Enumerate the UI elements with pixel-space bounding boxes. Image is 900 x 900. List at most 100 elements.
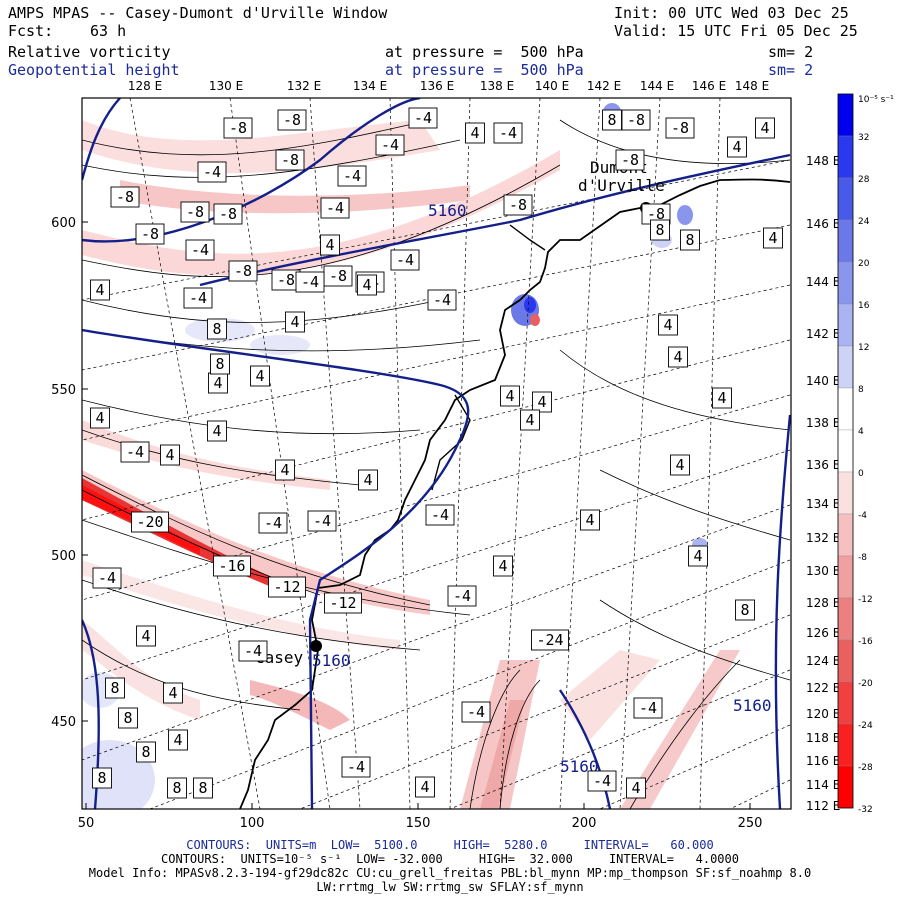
colorbar-label: -8 bbox=[858, 553, 867, 563]
label-text: 8 bbox=[655, 221, 664, 239]
label-text: 8 bbox=[172, 779, 181, 797]
vorticity-contour-label: 8 bbox=[118, 707, 138, 729]
label-text: 4 bbox=[631, 779, 640, 797]
colorbar-label: 4 bbox=[858, 427, 864, 437]
label-text: 8 bbox=[110, 679, 119, 697]
label-box bbox=[238, 640, 268, 662]
vorticity-contour-label: -8 bbox=[135, 223, 165, 245]
label-text: -8 bbox=[647, 205, 665, 223]
label-box bbox=[90, 279, 110, 301]
label-box bbox=[668, 346, 688, 368]
label-text: -16 bbox=[218, 557, 245, 575]
vorticity-contour-label: 4 bbox=[658, 314, 678, 336]
label-box bbox=[626, 777, 646, 799]
label-box bbox=[118, 707, 138, 729]
vorticity-contour-label: -4 bbox=[425, 504, 455, 526]
label-box bbox=[258, 512, 288, 534]
colorbar-unit: 10⁻⁵ s⁻¹ bbox=[858, 95, 894, 105]
label-box bbox=[493, 555, 513, 577]
vorticity-contour-label: -8 bbox=[621, 109, 651, 131]
label-text: 4 bbox=[212, 422, 221, 440]
label-box bbox=[213, 203, 243, 225]
label-box bbox=[727, 136, 747, 158]
label-box bbox=[665, 117, 695, 139]
label-text: 8 bbox=[685, 231, 694, 249]
vorticity-contour-label: -8 bbox=[223, 117, 253, 139]
label-text: -20 bbox=[136, 513, 163, 531]
field2-pressure: at pressure = 500 hPa bbox=[385, 61, 584, 79]
label-box bbox=[358, 469, 378, 491]
right-longitude-label: 114 E bbox=[806, 778, 840, 792]
label-text: 4 bbox=[280, 461, 289, 479]
vorticity-contour-label: -4 bbox=[408, 107, 438, 129]
label-box bbox=[183, 287, 213, 309]
x-tick-label: 50 bbox=[78, 816, 95, 831]
right-longitude-label: 140 E bbox=[806, 374, 840, 388]
label-text: -12 bbox=[329, 594, 356, 612]
vorticity-contour-label: 8 bbox=[105, 677, 125, 699]
label-text: 8 bbox=[141, 743, 150, 761]
label-box bbox=[223, 117, 253, 139]
label-text: 8 bbox=[198, 779, 207, 797]
label-text: 4 bbox=[760, 119, 769, 137]
vorticity-contour-label: -24 bbox=[531, 629, 569, 651]
label-box bbox=[357, 274, 377, 296]
colorbar-swatch bbox=[837, 765, 854, 809]
label-box bbox=[210, 353, 230, 375]
vorticity-contour-label: 4 bbox=[275, 459, 295, 481]
colorbar-label: 24 bbox=[858, 217, 870, 227]
label-box bbox=[408, 107, 438, 129]
label-box bbox=[531, 629, 569, 651]
label-box bbox=[500, 385, 520, 407]
vorticity-contour-label: 4 bbox=[207, 420, 227, 442]
label-box bbox=[425, 504, 455, 526]
right-longitude-label: 138 E bbox=[806, 416, 840, 430]
right-longitude-label: 124 E bbox=[806, 654, 840, 668]
colorbar-swatch bbox=[837, 723, 854, 767]
colorbar-swatch bbox=[837, 471, 854, 515]
height-contour-info: CONTOURS: UNITS=m LOW= 5100.0 HIGH= 5280… bbox=[186, 838, 714, 852]
label-text: 4 bbox=[585, 511, 594, 529]
right-longitude-label: 148 E bbox=[806, 154, 840, 168]
plot-frame bbox=[81, 97, 792, 810]
vorticity-contour-label: -4 bbox=[183, 287, 213, 309]
label-box bbox=[320, 197, 350, 219]
label-text: 4 bbox=[290, 313, 299, 331]
casey-marker bbox=[310, 640, 322, 652]
right-longitude-label: 128 E bbox=[806, 596, 840, 610]
label-text: 4 bbox=[470, 124, 479, 142]
label-box bbox=[503, 194, 533, 216]
label-box bbox=[213, 555, 251, 577]
colorbar-swatch bbox=[837, 93, 854, 137]
init-time: Init: 00 UTC Wed 03 Dec 25 bbox=[614, 4, 849, 22]
colorbar-swatch bbox=[837, 219, 854, 263]
colorbar-label: -16 bbox=[858, 637, 873, 647]
label-text: -4 bbox=[431, 506, 449, 524]
label-box bbox=[275, 459, 295, 481]
colorbar-label: 32 bbox=[858, 133, 869, 143]
label-box bbox=[135, 223, 165, 245]
label-text: 4 bbox=[213, 374, 222, 392]
field1-smoothing: sm= 2 bbox=[768, 43, 814, 61]
colorbar-swatch bbox=[837, 555, 854, 599]
label-text: 8 bbox=[740, 601, 749, 619]
vorticity-contour-label: 4 bbox=[465, 122, 485, 144]
colorbar-swatch bbox=[837, 429, 854, 473]
x-tick-label: 100 bbox=[240, 816, 265, 831]
label-text: -4 bbox=[326, 199, 344, 217]
label-text: -8 bbox=[283, 111, 301, 129]
right-longitude-label: 132 E bbox=[806, 531, 840, 545]
colorbar: 10⁻⁵ s⁻¹ 32 28 24 20 16 12 8 4 0 -4 -8 -12 -16 -20 -24 -… bbox=[837, 93, 894, 815]
label-box bbox=[324, 592, 362, 614]
y-tick-label: 500 bbox=[51, 549, 76, 564]
valid-time: Valid: 15 UTC Fri 05 Dec 25 bbox=[614, 22, 858, 40]
colorbar-label: 28 bbox=[858, 175, 870, 185]
vorticity-contour-label: -8 bbox=[503, 194, 533, 216]
label-box bbox=[621, 109, 651, 131]
label-text: 4 bbox=[693, 547, 702, 565]
vorticity-contour-label: 4 bbox=[712, 387, 732, 409]
label-box bbox=[688, 545, 708, 567]
label-text: 4 bbox=[95, 409, 104, 427]
label-text: 8 bbox=[215, 355, 224, 373]
